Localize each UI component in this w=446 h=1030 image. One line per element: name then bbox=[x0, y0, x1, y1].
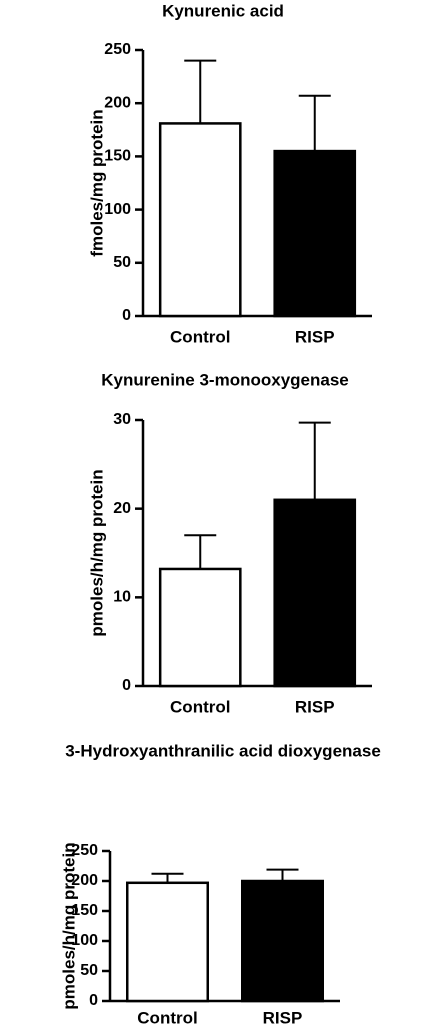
bar bbox=[158, 122, 242, 318]
y-tick-label: 250 bbox=[104, 41, 131, 58]
bar bbox=[241, 879, 324, 1003]
x-tick-label: Control bbox=[170, 697, 230, 716]
y-tick-label: 150 bbox=[104, 148, 131, 165]
bar bbox=[273, 149, 357, 318]
y-axis-label: fmoles/mg protein bbox=[87, 109, 106, 256]
y-tick-label: 10 bbox=[113, 589, 131, 606]
x-tick-label: Control bbox=[137, 1008, 197, 1027]
y-tick-label: 0 bbox=[122, 307, 131, 324]
y-axis-label: pmoles/h/mg protein bbox=[59, 842, 78, 1009]
bar bbox=[273, 498, 357, 688]
x-tick-label: RISP bbox=[295, 327, 335, 346]
y-tick-label: 0 bbox=[122, 677, 131, 694]
y-tick-label: 200 bbox=[71, 872, 98, 889]
chart-title: 3-Hydroxyanthranilic acid dioxygenase bbox=[65, 741, 381, 760]
bar bbox=[126, 881, 209, 1003]
y-axis-label: pmoles/h/mg protein bbox=[87, 469, 106, 636]
x-tick-label: Control bbox=[170, 327, 230, 346]
bar bbox=[158, 567, 242, 688]
y-tick-label: 100 bbox=[71, 932, 98, 949]
y-tick-label: 20 bbox=[113, 500, 131, 517]
chart-title: Kynurenic acid bbox=[162, 1, 284, 20]
y-tick-label: 30 bbox=[113, 411, 131, 428]
x-tick-label: RISP bbox=[295, 697, 335, 716]
y-tick-label: 250 bbox=[71, 842, 98, 859]
x-tick-label: RISP bbox=[263, 1008, 303, 1027]
y-tick-label: 0 bbox=[89, 992, 98, 1009]
y-tick-label: 50 bbox=[80, 962, 98, 979]
chart-title: Kynurenine 3-monooxygenase bbox=[101, 370, 349, 389]
y-tick-label: 50 bbox=[113, 254, 131, 271]
y-tick-label: 150 bbox=[71, 902, 98, 919]
y-tick-label: 100 bbox=[104, 201, 131, 218]
y-tick-label: 200 bbox=[104, 94, 131, 111]
